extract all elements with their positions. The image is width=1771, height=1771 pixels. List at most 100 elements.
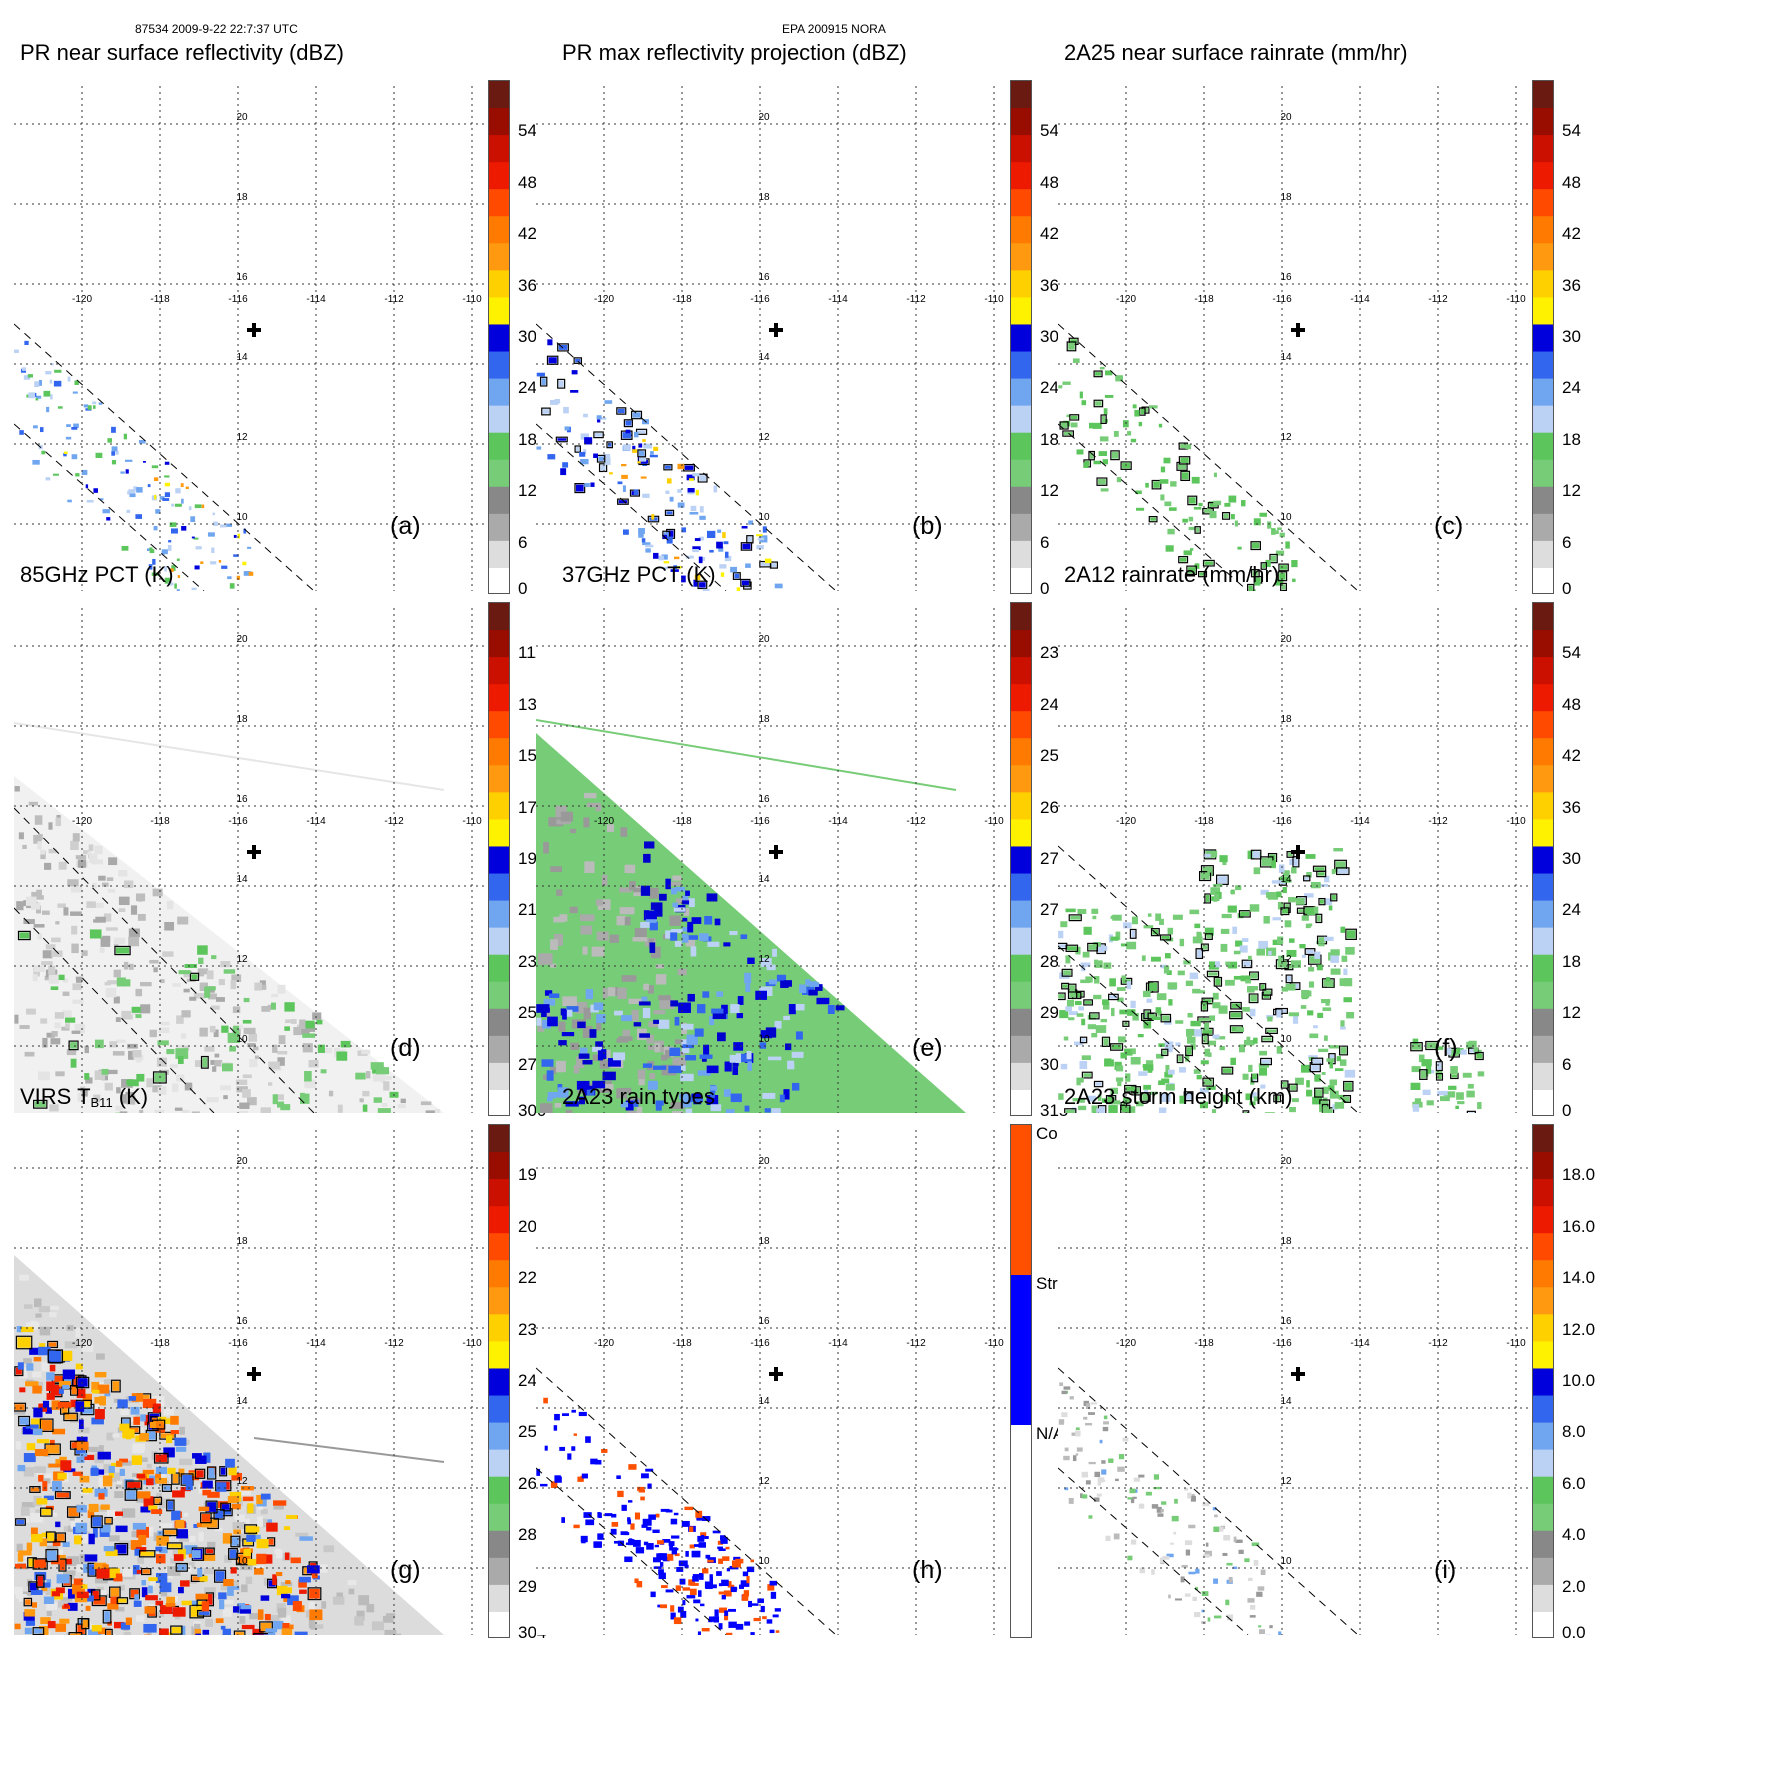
lon-label: -110 xyxy=(1506,1338,1526,1349)
lon-label: -114 xyxy=(1350,816,1370,827)
map-panel-b: -120 -118 -116 -114 -112 -110 20 18 16 14 12 10 PR m… xyxy=(522,36,1059,598)
grid-labels: -120 -118 -116 -114 -112 -110 20 18 16 14 12 10 xyxy=(1116,1156,1526,1567)
lon-label: -112 xyxy=(1428,1338,1448,1349)
colorbar-tick-label: 24 xyxy=(518,378,537,398)
colorbar xyxy=(1532,1124,1554,1638)
lon-label: -110 xyxy=(462,1338,482,1349)
lat-label: 10 xyxy=(758,1556,770,1567)
colorbar-tick-label: N/A xyxy=(1036,1424,1065,1443)
storm-center-cross xyxy=(247,1367,261,1381)
lon-label: -116 xyxy=(750,816,770,827)
panel-letter: (h) xyxy=(912,1556,943,1584)
colorbar-tick-label: 18 xyxy=(518,429,537,449)
colorbar xyxy=(1010,80,1032,594)
colorbar-tick-label: 24 xyxy=(1562,900,1581,920)
panel-title: 85GHz PCT (K) xyxy=(20,562,174,587)
lon-label: -110 xyxy=(1506,816,1526,827)
lat-label: 12 xyxy=(236,1476,248,1487)
panel-letter: (e) xyxy=(912,1034,943,1062)
colorbar-tick-label: 2.0 xyxy=(1562,1576,1586,1596)
swath-edge-lower xyxy=(1058,423,1249,591)
colorbar-tick-label: 30 xyxy=(518,327,537,346)
panel-letter: (g) xyxy=(390,1556,421,1584)
swath-edge-lower xyxy=(14,423,205,591)
lat-label: 12 xyxy=(758,954,770,965)
lon-label: -118 xyxy=(1194,294,1214,305)
colorbar-tick-label: 8.0 xyxy=(1562,1422,1586,1442)
swath-edge-upper xyxy=(536,323,837,591)
lat-label: 16 xyxy=(758,794,770,805)
colorbar-tick-label: 36 xyxy=(518,275,537,295)
lat-label: 12 xyxy=(236,954,248,965)
lon-label: -110 xyxy=(984,1338,1004,1349)
storm-center-cross xyxy=(1291,1367,1305,1381)
colorbar-tick-label: 6 xyxy=(518,532,528,552)
colorbar-ticks: 54 48 42 36 30 24 18 12 6 0 xyxy=(1562,602,1622,1120)
map-panel-c: -120 -118 -116 -114 -112 -110 20 18 16 14 12 10 2A25… xyxy=(1044,36,1581,598)
lon-label: -112 xyxy=(1428,816,1448,827)
colorbar-tick-label: 36 xyxy=(1562,275,1581,295)
lat-label: 18 xyxy=(1280,192,1292,203)
colorbar-tick-label: 12 xyxy=(518,481,537,501)
lon-label: -118 xyxy=(672,816,692,827)
lat-label: 12 xyxy=(758,1476,770,1487)
map-panel-d: -120 -118 -116 -114 -112 -110 20 18 16 14 12 10 85GH… xyxy=(0,558,546,1120)
lat-label: 20 xyxy=(236,634,248,645)
lat-label: 18 xyxy=(236,192,248,203)
precip-echoes xyxy=(1058,848,1485,1113)
map-panel-h: -120 -118 -116 -114 -112 -110 20 18 16 14 12 10 2A23… xyxy=(522,1080,1076,1638)
orbit-track xyxy=(14,722,445,791)
lat-label: 16 xyxy=(236,1316,248,1327)
colorbar-tick-label: 18.0 xyxy=(1562,1165,1596,1185)
colorbar-tick-label: 18 xyxy=(1562,951,1581,971)
lat-label: 10 xyxy=(1280,512,1292,523)
panel-letter: (b) xyxy=(912,512,943,540)
panel-title: 2A25 near surface rainrate (mm/hr) xyxy=(1064,40,1408,65)
grid-labels: -120 -118 -116 -114 -112 -110 20 18 16 14 12 10 xyxy=(1116,112,1526,523)
lon-label: -114 xyxy=(1350,294,1370,305)
scan-coverage xyxy=(14,1255,444,1635)
panel-letter: (c) xyxy=(1434,512,1464,540)
lat-label: 16 xyxy=(758,1316,770,1327)
colorbar-tick-label: 6 xyxy=(1562,532,1572,552)
lon-label: -110 xyxy=(984,816,1004,827)
grid-labels: -120 -118 -116 -114 -112 -110 20 18 16 14 12 10 xyxy=(72,112,482,523)
map-area: -120 -118 -116 -114 -112 -110 20 18 16 14 12 10 xyxy=(1058,86,1538,591)
lon-label: -110 xyxy=(1506,294,1526,305)
lon-label: -110 xyxy=(462,816,482,827)
storm-center-cross xyxy=(769,323,783,337)
grid-labels: -120 -118 -116 -114 -112 -110 20 18 16 14 12 10 xyxy=(72,634,482,1045)
colorbar xyxy=(1532,602,1554,1116)
lon-label: -112 xyxy=(384,294,404,305)
lat-label: 10 xyxy=(236,512,248,523)
colorbar-tick-label: 12 xyxy=(1562,1003,1581,1023)
colorbar-tick-label: 6 xyxy=(1562,1054,1572,1074)
scan-coverage xyxy=(14,776,444,1113)
lon-label: -114 xyxy=(828,816,848,827)
swath-edge-upper xyxy=(14,323,315,591)
colorbar-tick-label: 42 xyxy=(1562,746,1581,766)
lon-label: -112 xyxy=(384,816,404,827)
lat-label: 20 xyxy=(1280,634,1292,645)
lat-label: 18 xyxy=(758,714,770,725)
storm-center-cross xyxy=(1291,845,1305,859)
lon-label: -120 xyxy=(594,816,614,827)
lat-label: 14 xyxy=(758,352,770,363)
map-area: -120 -118 -116 -114 -112 -110 20 18 16 14 12 10 xyxy=(536,608,1016,1113)
colorbar-tick-label: 12 xyxy=(1040,481,1059,501)
colorbar xyxy=(488,602,510,1116)
grid-labels: -120 -118 -116 -114 -112 -110 20 18 16 14 12 10 xyxy=(594,634,1004,1045)
panel-title: PR near surface reflectivity (dBZ) xyxy=(20,40,344,65)
colorbar-tick-label: 30 xyxy=(1562,849,1581,868)
lat-label: 12 xyxy=(758,432,770,443)
lon-label: -116 xyxy=(1272,294,1292,305)
precip-echoes xyxy=(536,1397,781,1635)
lat-label: 18 xyxy=(236,1236,248,1247)
colorbar-tick-label: 48 xyxy=(1562,172,1581,192)
lat-label: 20 xyxy=(758,112,770,123)
lon-label: -120 xyxy=(1116,816,1136,827)
precip-echoes xyxy=(1058,1382,1282,1635)
lon-label: -120 xyxy=(72,816,92,827)
swath-edge-lower xyxy=(536,423,727,591)
orbit-time-label: 87534 2009-9-22 22:7:37 UTC xyxy=(135,22,298,36)
